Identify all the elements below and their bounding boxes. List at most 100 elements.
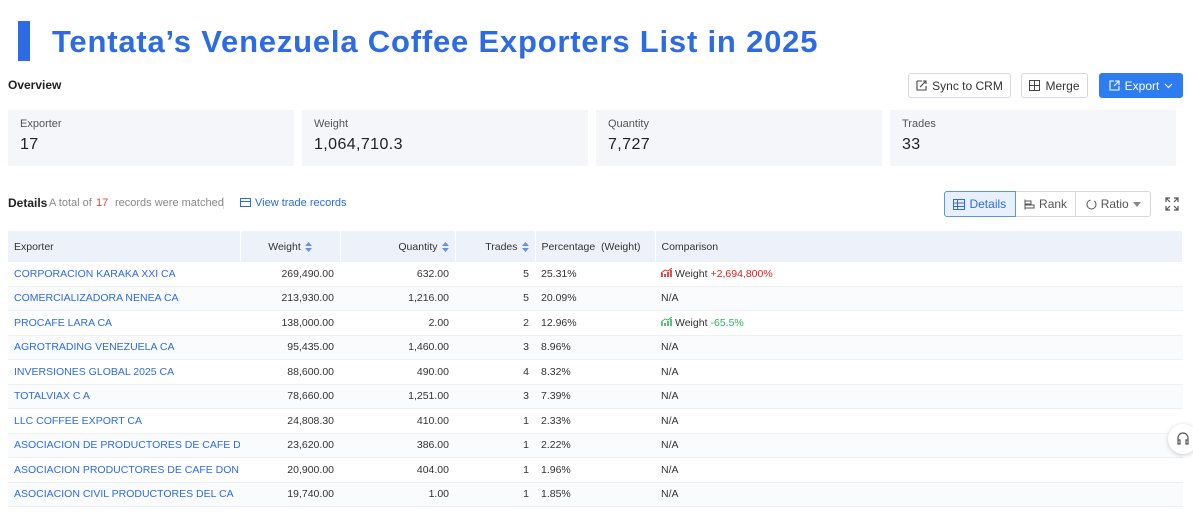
stat-value: 7,727	[608, 136, 651, 153]
export-icon	[1109, 80, 1120, 91]
dropdown-icon	[1164, 83, 1173, 88]
view-label: Ratio	[1100, 197, 1129, 211]
cell-text: 20.09%	[541, 292, 577, 305]
cell-text: 404.00	[416, 463, 449, 476]
cell-text: 5	[523, 292, 529, 305]
sort-icon[interactable]	[521, 241, 529, 252]
exporter-link[interactable]: ASOCIACION DE PRODUCTORES DE CAFE D	[14, 439, 240, 452]
merge-button[interactable]: Merge	[1021, 73, 1088, 98]
overview-label: Overview	[8, 78, 62, 92]
view-ratio[interactable]: Ratio	[1076, 192, 1150, 216]
sort-icon[interactable]	[304, 241, 312, 252]
trend-icon	[660, 267, 673, 277]
exporter-link[interactable]: CORPORACION KARAKA XXI CA	[14, 267, 176, 280]
view-details[interactable]: Details	[944, 191, 1016, 217]
table-cell: 213,930.00	[240, 286, 340, 311]
sync-button[interactable]: Sync to CRM	[908, 73, 1011, 98]
cell-text: 95,435.00	[287, 341, 334, 354]
cell-text: 24,808.30	[287, 414, 334, 427]
column-label: Quantity	[398, 240, 438, 253]
comparison-value: N/A	[661, 390, 679, 403]
cell-text: 3	[523, 390, 529, 403]
cell-text: 1.85%	[541, 488, 571, 501]
support-button[interactable]	[1168, 424, 1193, 454]
exporters-table: Exporter Weight Quantity Trades Percentage (…	[8, 231, 1183, 507]
exporter-link[interactable]: AGROTRADING VENEZUELA CA	[14, 341, 175, 354]
headset-icon	[1177, 432, 1189, 445]
stat-card: Quantity 7,727	[596, 110, 882, 166]
details-label: Details	[8, 196, 48, 210]
sort-icon[interactable]	[441, 241, 449, 252]
details-suffix: records were matched	[115, 197, 224, 209]
table-cell: N/A	[655, 359, 1183, 385]
view-rank[interactable]: Rank	[1016, 192, 1077, 216]
table-cell: 386.00	[340, 433, 455, 458]
comparison-label: Weight	[675, 267, 708, 280]
comparison-label: Weight	[675, 316, 708, 329]
table-cell: Weight -65.5%	[655, 310, 1183, 336]
table-row: LLC COFFEE EXPORT CA 24,808.30 410.00 1 2.33…	[8, 408, 1183, 434]
exporter-link[interactable]: PROCAFE LARA CA	[14, 316, 113, 329]
exporter-link[interactable]: LLC COFFEE EXPORT CA	[14, 414, 142, 427]
table-cell: 4	[455, 359, 535, 385]
table-cell: COMERCIALIZADORA NENEA CA	[8, 286, 240, 311]
export-button[interactable]: Export	[1099, 73, 1183, 98]
button-label: Export	[1124, 78, 1160, 93]
table-cell: 1.85%	[535, 482, 655, 507]
column-label: Trades	[485, 240, 518, 253]
exporter-link[interactable]: ASOCIACION CIVIL PRODUCTORES DEL CA	[14, 488, 234, 501]
rank-icon	[1024, 199, 1035, 209]
cell-text: 490.00	[416, 365, 449, 378]
table-cell: N/A	[655, 482, 1183, 507]
table-cell: LLC COFFEE EXPORT CA	[8, 408, 240, 434]
sync-icon	[916, 80, 927, 91]
divider	[223, 197, 224, 209]
table-cell: 88,600.00	[240, 359, 340, 385]
table-row: PROCAFE LARA CA 138,000.00 2.00 2 12.96% Weig…	[8, 310, 1183, 336]
stat-card: Weight 1,064,710.3	[302, 110, 588, 166]
exporter-link[interactable]: ASOCIACION PRODUCTORES DE CAFE DON	[14, 463, 240, 476]
exporter-link[interactable]: TOTALVIAX C A	[14, 390, 90, 403]
cell-text: 12.96%	[541, 316, 577, 329]
table-cell: 12.96%	[535, 310, 655, 336]
table-cell: ASOCIACION PRODUCTORES DE CAFE DON	[8, 457, 240, 483]
table-cell: 3	[455, 384, 535, 409]
cell-text: 5	[523, 267, 529, 280]
column-header: Percentage (Weight)	[535, 231, 656, 262]
cell-text: 213,930.00	[281, 292, 334, 305]
table-cell: 1	[455, 482, 535, 507]
table-cell: ASOCIACION DE PRODUCTORES DE CAFE D	[8, 433, 240, 458]
table-cell: 2.22%	[535, 433, 655, 458]
table-cell: 410.00	[340, 408, 455, 434]
table-cell: 78,660.00	[240, 384, 340, 409]
stat-value: 1,064,710.3	[314, 136, 403, 153]
table-cell: 5	[455, 286, 535, 311]
column-label: Comparison	[661, 240, 719, 253]
table-cell: 95,435.00	[240, 335, 340, 360]
view-label: Details	[969, 197, 1007, 211]
cell-text: 1,460.00	[408, 341, 449, 354]
table-cell: 7.39%	[535, 384, 655, 409]
merge-icon	[1029, 80, 1041, 91]
table-cell: 632.00	[340, 262, 455, 287]
cell-text: 8.32%	[541, 365, 571, 378]
cell-text: 386.00	[416, 439, 449, 452]
exporter-link[interactable]: COMERCIALIZADORA NENEA CA	[14, 292, 179, 305]
trade-records-link[interactable]: View trade records	[240, 197, 347, 209]
table-row: COMERCIALIZADORA NENEA CA 213,930.00 1,216…	[8, 286, 1183, 311]
table-cell: 19,740.00	[240, 482, 340, 507]
table-cell: N/A	[655, 457, 1183, 483]
fullscreen-icon[interactable]	[1165, 197, 1179, 211]
table-cell: N/A	[655, 384, 1183, 409]
column-header: Weight	[240, 231, 341, 262]
column-header: Comparison	[655, 231, 1183, 262]
table-cell: 23,620.00	[240, 433, 340, 458]
table-cell: 8.96%	[535, 335, 655, 360]
table-cell: 1.00	[340, 482, 455, 507]
comparison-value: N/A	[661, 439, 679, 452]
cell-text: 3	[523, 341, 529, 354]
comparison-value: -65.5%	[710, 316, 744, 329]
exporter-link[interactable]: INVERSIONES GLOBAL 2025 CA	[14, 365, 175, 378]
cell-text: 2.22%	[541, 439, 571, 452]
